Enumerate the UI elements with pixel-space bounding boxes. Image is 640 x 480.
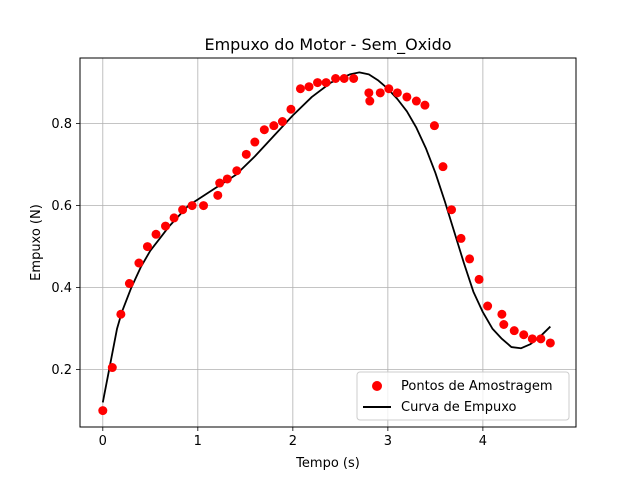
axis-ticks: 0 1 2 3 4 0.2 0.4 0.6 0.8 — [51, 117, 487, 449]
sample-point — [151, 229, 161, 239]
sample-point — [222, 174, 232, 184]
sample-point — [349, 74, 359, 83]
x-tick-label: 1 — [194, 434, 202, 449]
x-tick-label: 3 — [384, 434, 392, 449]
thrust-curve-line — [101, 71, 551, 403]
plot-frame — [79, 57, 577, 428]
sample-point — [420, 100, 430, 110]
y-tick-label: 0.8 — [51, 117, 72, 132]
sample-point — [331, 74, 341, 83]
sample-point — [483, 301, 493, 311]
sample-point — [286, 104, 296, 114]
sample-point — [215, 178, 225, 188]
x-axis-label: Tempo (s) — [295, 456, 360, 471]
sample-point — [509, 326, 519, 336]
legend-scatter-label: Pontos de Amostragem — [401, 379, 553, 394]
sample-point — [241, 149, 251, 159]
sample-point — [545, 338, 555, 348]
legend-scatter-marker — [372, 381, 382, 391]
y-tick-label: 0.2 — [51, 363, 72, 378]
sample-point — [536, 334, 546, 344]
sample-point — [429, 121, 439, 131]
scatter-series-group — [98, 74, 555, 416]
x-tick-label: 2 — [289, 434, 297, 449]
sample-point — [116, 309, 126, 319]
x-tick-label: 4 — [479, 434, 487, 449]
sample-point — [304, 82, 314, 92]
sample-point — [124, 279, 134, 288]
sample-point — [519, 330, 529, 340]
sample-point — [497, 309, 507, 319]
sample-point — [134, 258, 144, 268]
line-series-group — [101, 71, 551, 403]
legend-line-label: Curva de Empuxo — [401, 400, 516, 415]
sample-point — [107, 363, 117, 373]
sample-point — [259, 125, 269, 135]
sample-point — [250, 137, 260, 147]
sample-point — [199, 201, 209, 211]
sample-point — [465, 254, 475, 264]
sample-point — [365, 96, 375, 106]
y-axis-label: Empuxo (N) — [29, 204, 44, 281]
sample-point — [313, 78, 323, 88]
sample-point — [277, 117, 287, 127]
y-tick-label: 0.4 — [51, 281, 72, 296]
sample-point — [213, 190, 223, 200]
sample-point — [474, 274, 484, 284]
sample-point — [98, 406, 108, 416]
x-tick-label: 0 — [99, 434, 107, 449]
sample-point — [438, 162, 448, 172]
sample-point — [232, 166, 242, 176]
sample-point — [269, 121, 279, 131]
sample-point — [499, 320, 509, 329]
sample-point — [339, 74, 349, 83]
sample-point — [169, 213, 179, 223]
sample-point — [456, 233, 466, 243]
sample-point — [142, 242, 152, 252]
sample-point — [321, 78, 331, 88]
sample-point — [402, 92, 412, 102]
sample-point — [447, 205, 457, 215]
legend: Pontos de Amostragem Curva de Empuxo — [356, 371, 570, 421]
sample-point — [411, 96, 421, 106]
sample-point — [295, 84, 305, 94]
sample-point — [392, 88, 402, 98]
sample-point — [375, 88, 385, 98]
y-tick-label: 0.6 — [51, 199, 72, 214]
sample-point — [364, 88, 374, 98]
sample-point — [187, 201, 197, 211]
sample-point — [384, 84, 394, 94]
grid-lines — [80, 58, 576, 427]
sample-point — [527, 334, 537, 344]
chart-title: Empuxo do Motor - Sem_Oxido — [204, 35, 451, 55]
legend-box — [356, 371, 570, 421]
sample-point — [161, 221, 171, 231]
sample-point — [178, 205, 188, 215]
